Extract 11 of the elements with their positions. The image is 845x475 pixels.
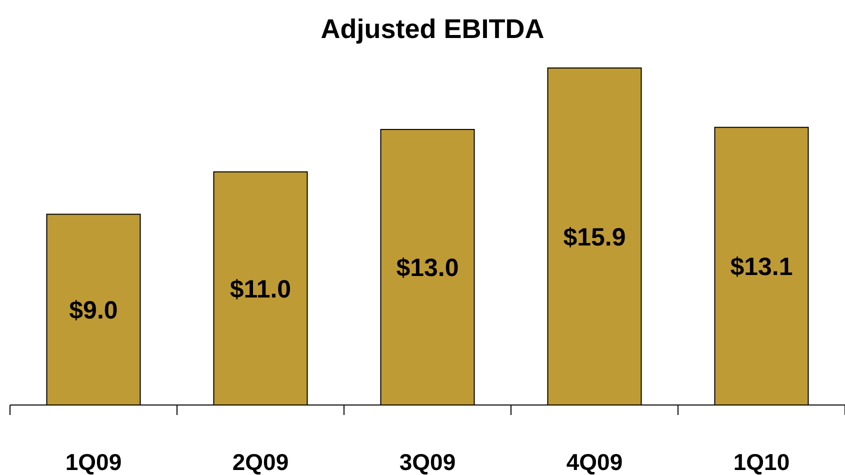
chart-title: Adjusted EBITDA <box>320 14 544 44</box>
x-tick-label: 1Q10 <box>733 449 790 475</box>
data-label: $11.0 <box>230 275 292 304</box>
x-tick-label: 1Q09 <box>65 449 122 475</box>
x-tick-label: 3Q09 <box>399 449 456 475</box>
data-label: $13.0 <box>396 254 459 282</box>
data-label: $15.9 <box>563 224 626 252</box>
x-tick-label: 4Q09 <box>566 449 623 475</box>
data-label: $13.1 <box>730 253 793 282</box>
x-tick-label: 2Q09 <box>232 449 289 475</box>
data-label: $9.0 <box>69 296 118 325</box>
